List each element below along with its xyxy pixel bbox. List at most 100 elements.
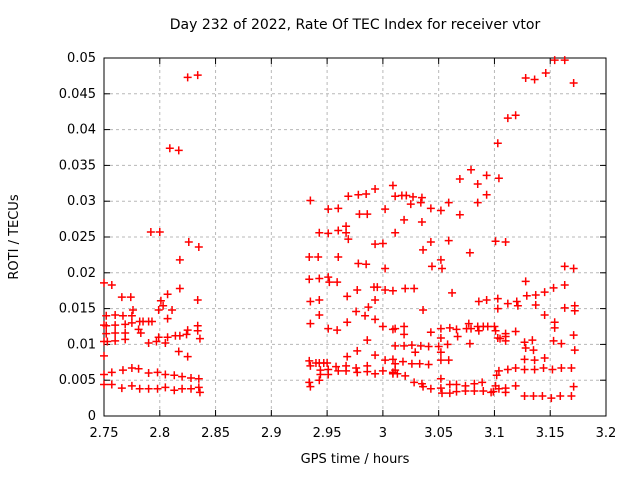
data-point-marker bbox=[135, 384, 144, 393]
data-point-marker bbox=[163, 333, 172, 342]
data-point-marker bbox=[378, 366, 387, 375]
y-tick-label: 0.035 bbox=[59, 158, 96, 173]
y-tick-label: 0.05 bbox=[67, 51, 96, 66]
data-point-marker bbox=[324, 370, 333, 379]
data-point-marker bbox=[503, 299, 512, 308]
data-point-marker bbox=[461, 386, 470, 395]
data-point-marker bbox=[570, 346, 579, 355]
x-tick-label: 3.1 bbox=[484, 426, 505, 441]
data-point-marker bbox=[388, 355, 397, 364]
data-point-marker bbox=[363, 367, 372, 376]
data-point-marker bbox=[494, 384, 503, 393]
data-point-marker bbox=[127, 318, 136, 327]
data-point-marker bbox=[434, 342, 443, 351]
data-point-marker bbox=[325, 278, 334, 287]
data-point-marker bbox=[410, 284, 419, 293]
data-point-marker bbox=[417, 217, 426, 226]
x-tick-label: 3 bbox=[379, 426, 387, 441]
data-point-marker bbox=[315, 311, 324, 320]
data-point-marker bbox=[569, 79, 578, 88]
data-point-marker bbox=[391, 228, 400, 237]
data-point-marker bbox=[453, 332, 462, 341]
data-point-marker bbox=[400, 330, 409, 339]
y-tick-label: 0.025 bbox=[59, 230, 96, 245]
data-point-marker bbox=[474, 326, 483, 335]
data-point-marker bbox=[129, 306, 138, 315]
data-point-marker bbox=[371, 369, 380, 378]
data-point-marker bbox=[470, 386, 479, 395]
data-point-marker bbox=[353, 346, 362, 355]
data-point-marker bbox=[521, 343, 530, 352]
data-point-marker bbox=[436, 384, 445, 393]
data-point-marker bbox=[541, 69, 550, 78]
data-point-marker bbox=[363, 336, 372, 345]
data-point-marker bbox=[444, 236, 453, 245]
data-point-marker bbox=[490, 322, 499, 331]
data-point-marker bbox=[529, 391, 538, 400]
data-point-marker bbox=[305, 253, 314, 262]
data-point-marker bbox=[557, 339, 566, 348]
data-point-marker bbox=[479, 386, 488, 395]
data-point-marker bbox=[416, 341, 425, 350]
data-point-marker bbox=[520, 338, 529, 347]
data-point-marker bbox=[452, 325, 461, 334]
data-point-marker bbox=[424, 342, 433, 351]
data-point-marker bbox=[127, 381, 136, 390]
data-point-marker bbox=[168, 306, 177, 315]
data-point-marker bbox=[343, 292, 352, 301]
chart-title: Day 232 of 2022, Rate Of TEC Index for r… bbox=[170, 17, 541, 33]
data-point-marker bbox=[531, 290, 540, 299]
data-point-marker bbox=[334, 204, 343, 213]
data-point-marker bbox=[371, 315, 380, 324]
data-point-marker bbox=[391, 359, 400, 368]
data-point-marker bbox=[494, 174, 503, 183]
data-point-marker bbox=[193, 326, 202, 335]
data-point-marker bbox=[560, 56, 569, 65]
data-point-marker bbox=[436, 374, 445, 383]
data-point-marker bbox=[531, 301, 540, 310]
data-point-marker bbox=[342, 366, 351, 375]
data-point-marker bbox=[117, 293, 126, 302]
data-point-marker bbox=[426, 204, 435, 213]
data-point-marker bbox=[465, 339, 474, 348]
data-point-marker bbox=[353, 285, 362, 294]
data-point-marker bbox=[465, 248, 474, 257]
data-point-marker bbox=[426, 384, 435, 393]
data-point-marker bbox=[452, 380, 461, 389]
y-tick-label: 0 bbox=[88, 409, 96, 424]
data-point-marker bbox=[183, 352, 192, 361]
data-point-marker bbox=[419, 306, 428, 315]
data-point-marker bbox=[438, 389, 447, 398]
data-point-marker bbox=[334, 253, 343, 262]
data-point-marker bbox=[464, 319, 473, 328]
data-point-marker bbox=[378, 322, 387, 331]
data-point-marker bbox=[333, 278, 342, 287]
x-tick-label: 3.05 bbox=[424, 426, 453, 441]
data-point-marker bbox=[409, 192, 418, 201]
data-point-marker bbox=[511, 111, 520, 120]
data-point-marker bbox=[550, 323, 559, 332]
data-point-marker bbox=[121, 335, 130, 344]
data-point-marker bbox=[118, 311, 127, 320]
data-points-layer bbox=[100, 56, 579, 403]
data-point-marker bbox=[334, 226, 343, 235]
data-point-marker bbox=[489, 387, 498, 396]
data-point-marker bbox=[540, 311, 549, 320]
data-point-marker bbox=[569, 331, 578, 340]
data-point-marker bbox=[378, 239, 387, 248]
data-point-marker bbox=[400, 322, 409, 331]
data-point-marker bbox=[314, 253, 323, 262]
data-point-marker bbox=[153, 368, 162, 377]
data-point-marker bbox=[444, 198, 453, 207]
data-point-marker bbox=[529, 346, 538, 355]
data-point-marker bbox=[332, 362, 341, 371]
data-point-marker bbox=[436, 348, 445, 357]
data-point-marker bbox=[482, 190, 491, 199]
data-point-marker bbox=[163, 314, 172, 323]
y-tick-label: 0.04 bbox=[67, 123, 96, 138]
data-point-marker bbox=[522, 291, 531, 300]
data-point-marker bbox=[560, 262, 569, 271]
x-tick-label: 2.8 bbox=[149, 426, 170, 441]
data-point-marker bbox=[513, 301, 522, 310]
data-point-marker bbox=[183, 326, 192, 335]
